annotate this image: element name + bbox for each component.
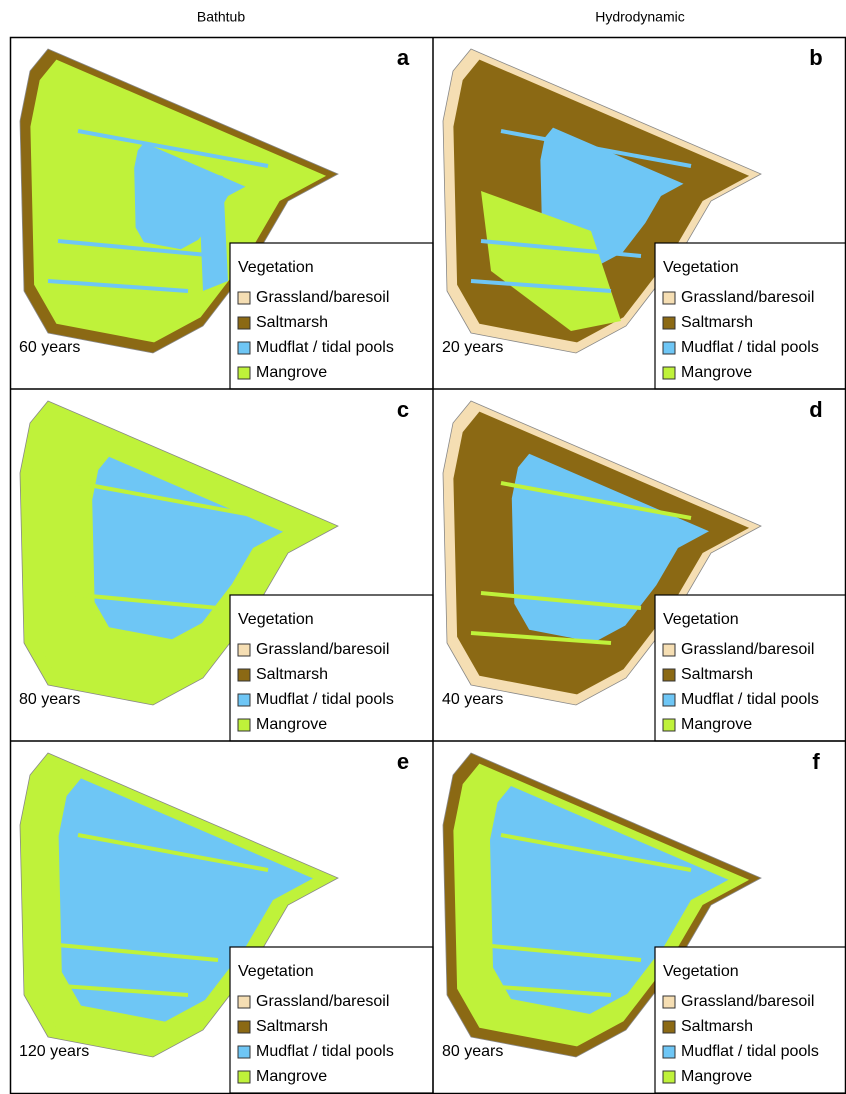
legend-label: Saltmarsh [681,1018,753,1035]
legend-swatch [238,317,250,329]
legend-title: Vegetation [663,611,739,628]
duration-label: 80 years [19,691,80,708]
legend-swatch [663,292,675,304]
legend-swatch [663,1021,675,1033]
legend-label: Grassland/baresoil [256,993,389,1010]
legend-label: Mangrove [681,364,752,381]
legend-label: Saltmarsh [681,314,753,331]
legend-label: Grassland/baresoil [681,993,814,1010]
column-header: Hydrodynamic [595,9,684,25]
legend-title: Vegetation [663,963,739,980]
legend-swatch [663,1046,675,1058]
legend-swatch [663,669,675,681]
legend-label: Mudflat / tidal pools [256,1043,394,1060]
legend-swatch [238,342,250,354]
duration-label: 40 years [442,691,503,708]
legend-swatch [238,694,250,706]
panel-letter: c [397,397,409,422]
panel: f 80 years Vegetation Grassland/baresoil Sal… [442,749,846,1093]
legend-label: Grassland/baresoil [681,641,814,658]
legend-title: Vegetation [238,963,314,980]
legend-swatch [663,1071,675,1083]
duration-label: 120 years [19,1043,89,1060]
column-header: Bathtub [197,9,245,25]
legend-label: Mangrove [256,1068,327,1085]
duration-label: 80 years [442,1043,503,1060]
panel: c 80 years Vegetation Grassland/baresoil Sal… [19,397,433,741]
panel-letter: d [809,397,822,422]
legend-swatch [663,694,675,706]
panel: b 20 years Vegetation Grassland/baresoil Sal… [442,45,846,389]
panel: e 120 years Vegetation Grassland/baresoil Sa… [19,749,433,1093]
legend-label: Grassland/baresoil [256,289,389,306]
legend-swatch [663,367,675,379]
legend-label: Mudflat / tidal pools [681,1043,819,1060]
duration-label: 20 years [442,339,503,356]
legend-swatch [238,292,250,304]
legend-label: Mangrove [256,364,327,381]
legend-swatch [238,644,250,656]
legend-title: Vegetation [238,611,314,628]
legend-label: Grassland/baresoil [681,289,814,306]
legend-swatch [238,1071,250,1083]
legend-swatch [238,1046,250,1058]
panel: a 60 years Vegetation Grassland/baresoil Sal… [19,45,433,389]
legend-label: Mudflat / tidal pools [256,691,394,708]
panel-letter: f [812,749,820,774]
legend-swatch [663,317,675,329]
legend-swatch [238,719,250,731]
legend-label: Mudflat / tidal pools [681,339,819,356]
legend-label: Saltmarsh [256,666,328,683]
panel-letter: e [397,749,409,774]
legend-swatch [663,644,675,656]
legend-label: Saltmarsh [256,1018,328,1035]
figure: Bathtub Hydrodynamic a 60 years Vegetation… [0,0,846,1094]
panel-letter: a [397,45,410,70]
legend-label: Mudflat / tidal pools [681,691,819,708]
legend-label: Mangrove [681,716,752,733]
legend-swatch [238,367,250,379]
legend-label: Saltmarsh [681,666,753,683]
legend-label: Mudflat / tidal pools [256,339,394,356]
legend-swatch [663,719,675,731]
panel: d 40 years Vegetation Grassland/baresoil Sal… [442,397,846,741]
legend-swatch [238,669,250,681]
legend-label: Mangrove [681,1068,752,1085]
legend-swatch [663,342,675,354]
legend-swatch [238,1021,250,1033]
legend-title: Vegetation [663,259,739,276]
legend-label: Mangrove [256,716,327,733]
legend-label: Saltmarsh [256,314,328,331]
panel-letter: b [809,45,822,70]
duration-label: 60 years [19,339,80,356]
legend-label: Grassland/baresoil [256,641,389,658]
legend-swatch [663,996,675,1008]
map-patch [198,171,228,291]
legend-title: Vegetation [238,259,314,276]
legend-swatch [238,996,250,1008]
